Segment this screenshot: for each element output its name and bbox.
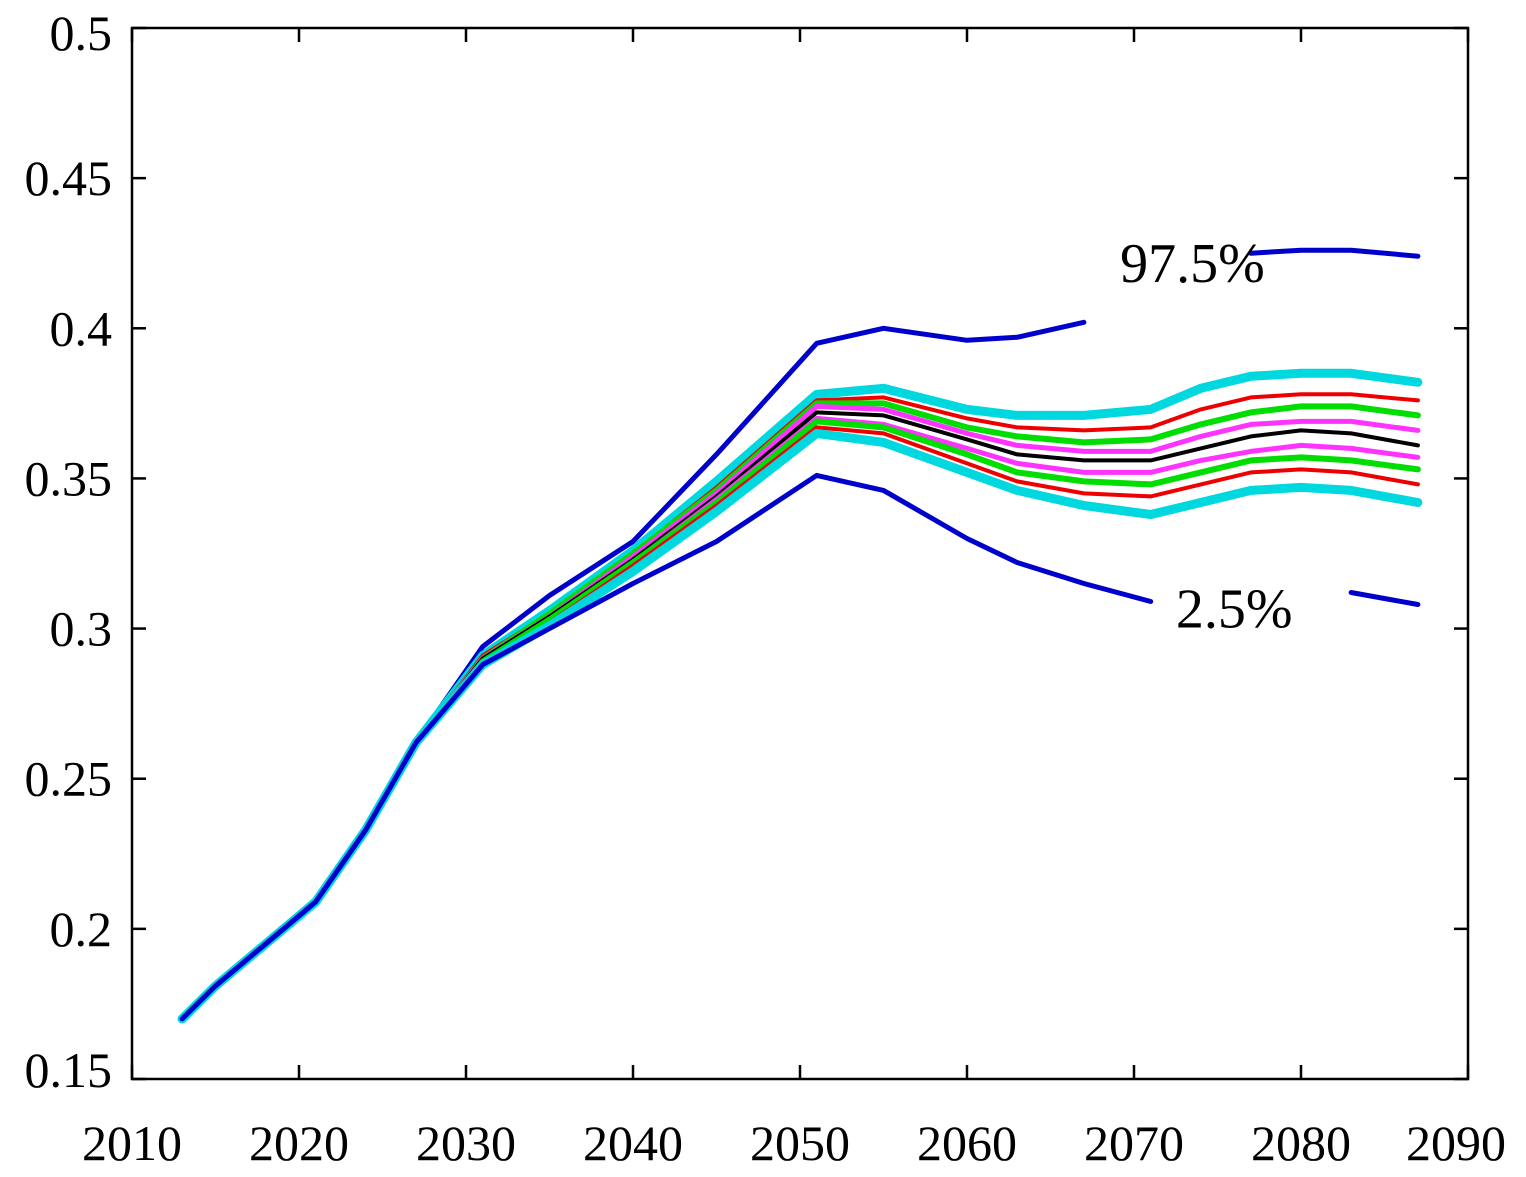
y-tick-label: 0.4: [50, 300, 113, 356]
annotation-label: 97.5%: [1120, 233, 1265, 295]
series-line-lower-band-60-: [179, 415, 1421, 1022]
x-tick-label: 2030: [416, 1115, 516, 1171]
x-tick-label: 2090: [1406, 1115, 1506, 1171]
y-tick-label: 0.2: [50, 901, 113, 957]
y-tick-label: 0.15: [25, 1042, 113, 1098]
x-tick-label: 2040: [583, 1115, 683, 1171]
plot-frame: [130, 26, 1470, 1081]
series-line-97-5--seg1: [1248, 247, 1421, 259]
series-line-2-5--seg1: [1348, 590, 1421, 607]
x-tick-label: 2060: [917, 1115, 1017, 1171]
series-line-lower-band-70-: [179, 418, 1421, 1022]
y-tick-label: 0.45: [25, 150, 113, 206]
series-line-2-5-: [179, 472, 1154, 1022]
y-tick-label: 0.5: [50, 5, 113, 61]
series-line-lower-band-90-: [177, 428, 1423, 1024]
series-line-lower-band-80-: [180, 425, 1420, 1021]
x-tick-label: 2070: [1084, 1115, 1184, 1171]
x-tick-label: 2050: [750, 1115, 850, 1171]
x-tick-label: 2020: [249, 1115, 349, 1171]
series-line-upper-band-90-: [177, 368, 1423, 1024]
y-tick-label: 0.3: [50, 601, 113, 657]
y-tick-label: 0.25: [25, 751, 113, 807]
annotation-label: 2.5%: [1176, 579, 1293, 641]
y-tick-label: 0.35: [25, 450, 113, 506]
x-tick-label: 2080: [1251, 1115, 1351, 1171]
series-line-median: [180, 410, 1420, 1021]
x-tick-label: 2010: [82, 1115, 182, 1171]
